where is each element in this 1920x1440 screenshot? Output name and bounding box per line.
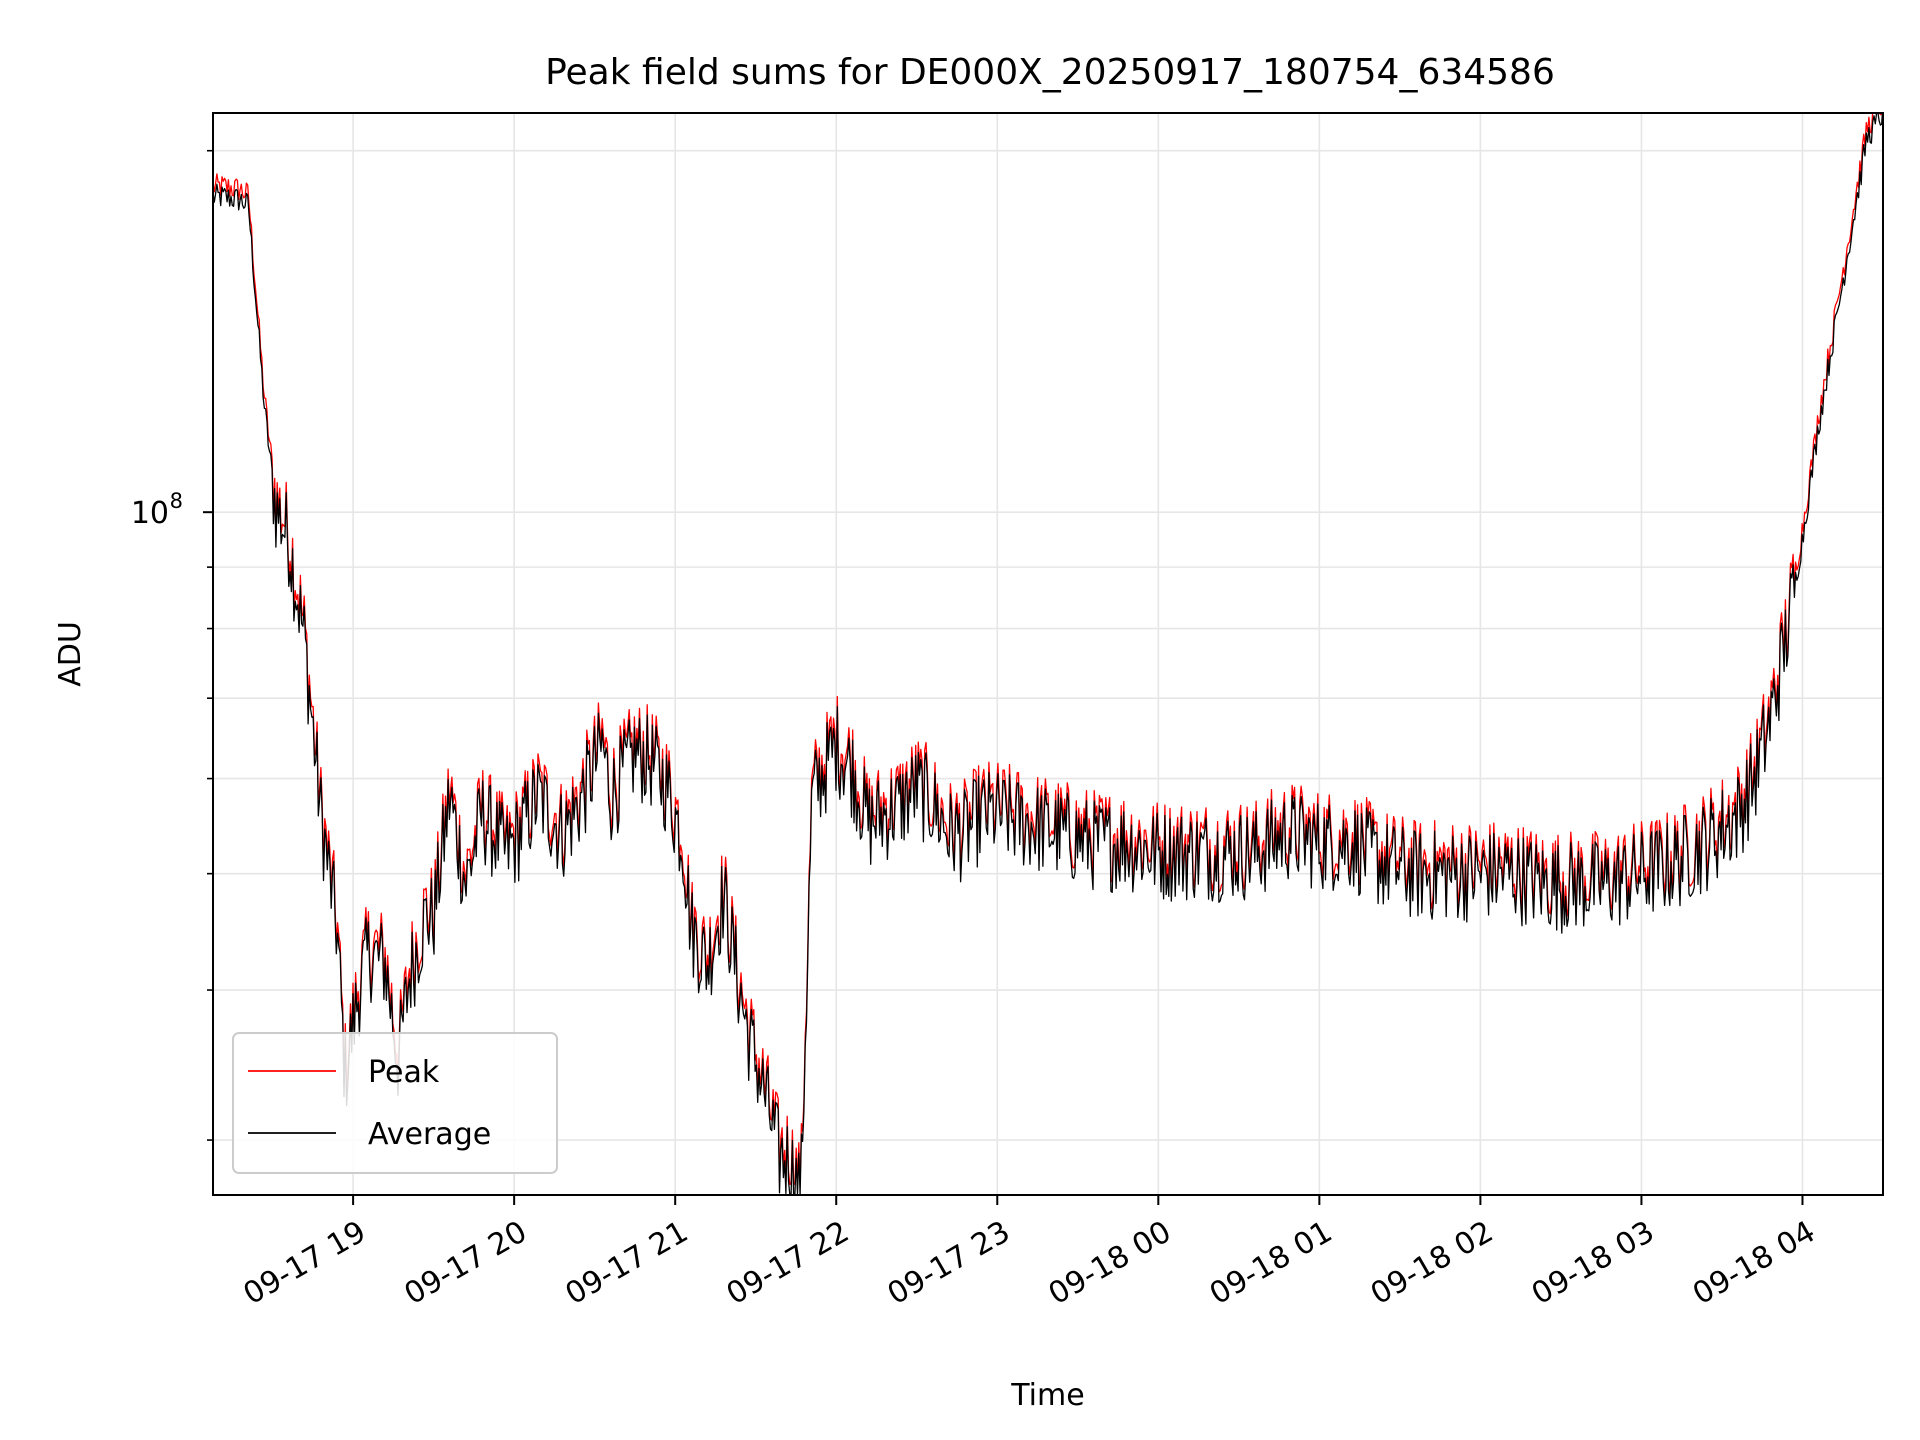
plot-frame	[212, 112, 1884, 1196]
chart-title: Peak field sums for DE000X_20250917_1807…	[545, 52, 1555, 93]
legend: Peak Average	[232, 1032, 558, 1174]
grid-lines	[213, 113, 1883, 1195]
y-tick-label-exponent: 8	[170, 489, 183, 513]
legend-box	[232, 1032, 558, 1174]
x-axis-label: Time	[1010, 1378, 1084, 1413]
y-tick-label-base: 10	[131, 496, 169, 531]
series-average-line	[213, 113, 1883, 1195]
legend-average-label: Average	[368, 1117, 491, 1152]
legend-peak-label: Peak	[368, 1055, 440, 1090]
series-layer	[213, 113, 1883, 1195]
y-tick-label: 10	[131, 496, 169, 531]
y-axis-ticks: 10 8	[131, 149, 213, 1141]
y-axis-label: ADU	[53, 621, 88, 687]
